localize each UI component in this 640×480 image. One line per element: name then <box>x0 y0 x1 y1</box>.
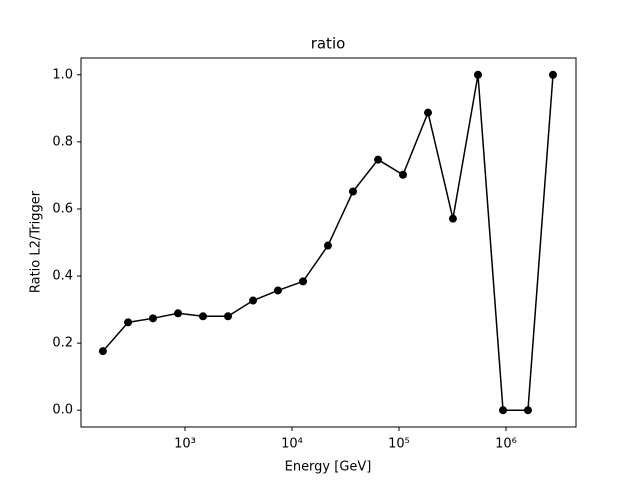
marker <box>424 108 433 117</box>
x-tick-label: 10³ <box>174 437 196 452</box>
marker <box>448 214 457 223</box>
marker <box>499 406 508 415</box>
marker <box>299 277 308 286</box>
x-axis-label: Energy [GeV] <box>285 460 372 475</box>
marker <box>273 286 282 295</box>
x-tick-label: 10⁴ <box>281 437 303 452</box>
y-tick-label: 0.4 <box>52 269 73 284</box>
plot-frame <box>80 57 577 428</box>
marker <box>224 312 233 321</box>
y-tick-label: 1.0 <box>52 67 73 82</box>
x-tick-label: 10⁶ <box>495 437 517 452</box>
marker <box>174 309 183 318</box>
marker <box>198 312 207 321</box>
marker <box>523 406 532 415</box>
marker <box>398 170 407 179</box>
y-tick-label: 0.0 <box>52 403 73 418</box>
marker <box>374 155 383 164</box>
marker <box>323 241 332 250</box>
marker <box>548 70 557 79</box>
marker <box>348 187 357 196</box>
marker <box>98 347 107 356</box>
y-axis-label: Ratio L2/Trigger <box>29 190 44 293</box>
marker <box>124 318 133 327</box>
marker <box>249 296 258 305</box>
y-tick-label: 0.6 <box>52 201 73 216</box>
marker <box>473 70 482 79</box>
marker <box>148 314 157 323</box>
x-tick-label: 10⁵ <box>388 437 410 452</box>
y-tick-label: 0.8 <box>52 134 73 149</box>
chart-title: ratio <box>311 35 346 53</box>
y-tick-label: 0.2 <box>52 336 73 351</box>
